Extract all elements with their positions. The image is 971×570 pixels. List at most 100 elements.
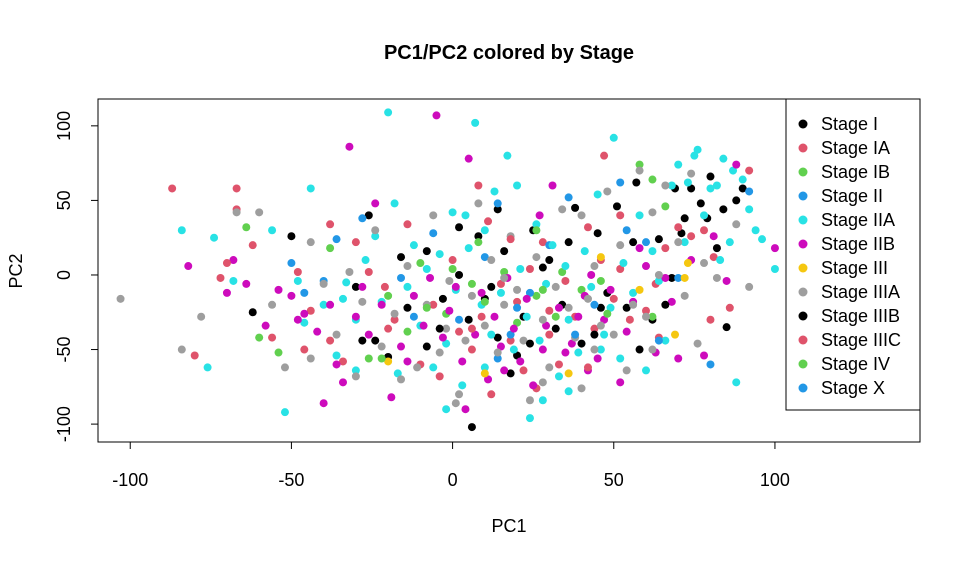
data-point [606,285,615,294]
data-point [770,265,779,274]
data-point [609,330,618,339]
data-point [216,273,225,282]
data-point [706,184,715,193]
data-point [529,381,538,390]
data-point [461,405,470,414]
data-point [300,309,309,318]
data-point [725,238,734,247]
data-point [384,324,393,333]
data-point [709,232,718,241]
legend-marker [798,119,808,129]
data-point [500,300,509,309]
data-point [648,208,657,217]
data-point [403,262,412,271]
data-point [222,288,231,297]
data-point [445,306,454,315]
data-point [419,321,428,330]
data-point [490,312,499,321]
data-point [484,375,493,384]
data-point [458,357,467,366]
data-point [500,366,509,375]
data-point [674,273,683,282]
data-point [532,226,541,235]
data-point [422,265,431,274]
data-point [319,399,328,408]
data-point [687,169,696,178]
data-point [474,181,483,190]
data-point [506,336,515,345]
data-point [538,396,547,405]
data-point [700,351,709,360]
data-point [300,345,309,354]
data-point [306,306,315,315]
data-point [442,339,451,348]
data-point [551,324,560,333]
data-point [732,378,741,387]
data-point [280,363,289,372]
data-point [690,151,699,160]
data-point [603,309,612,318]
data-point [451,282,460,291]
data-point [464,244,473,253]
data-point [661,244,670,253]
data-point [712,273,721,282]
data-point [596,303,605,312]
data-point [583,223,592,232]
data-point [661,336,670,345]
y-tick-label: 50 [54,190,74,210]
data-point [551,282,560,291]
x-tick-label: -50 [278,470,304,490]
legend-label: Stage III [821,258,888,278]
data-point [671,330,680,339]
data-point [248,241,257,250]
data-point [300,288,309,297]
data-point [384,357,393,366]
data-point [435,372,444,381]
data-point [397,273,406,282]
data-point [583,363,592,372]
chart-title: PC1/PC2 colored by Stage [384,42,634,64]
data-point [606,303,615,312]
data-point [554,372,563,381]
data-point [661,273,670,282]
data-point [532,253,541,262]
data-point [293,315,302,324]
data-point [332,235,341,244]
data-point [635,345,644,354]
data-point [280,408,289,417]
data-point [506,235,515,244]
data-point [203,363,212,372]
data-point [538,263,547,272]
data-point [397,253,406,262]
data-point [719,205,728,214]
data-point [496,288,505,297]
data-point [513,285,522,294]
data-point [564,238,573,247]
data-point [574,312,583,321]
legend-label: Stage IB [821,162,890,182]
data-point [477,312,486,321]
data-point [706,360,715,369]
data-point [493,348,502,357]
data-point [609,294,618,303]
data-point [500,247,509,256]
data-point [538,345,547,354]
data-point [732,220,741,229]
data-point [506,330,515,339]
data-point [474,232,483,241]
data-point [364,267,373,276]
data-point [648,345,657,354]
data-point [616,211,625,220]
data-point [455,223,464,232]
data-point [377,300,386,309]
data-point [190,351,199,360]
data-point [745,282,754,291]
data-point [493,333,502,342]
data-point [429,363,438,372]
data-point [487,390,496,399]
data-point [326,220,335,229]
y-tick-label: 0 [54,270,74,280]
data-point [525,288,534,297]
